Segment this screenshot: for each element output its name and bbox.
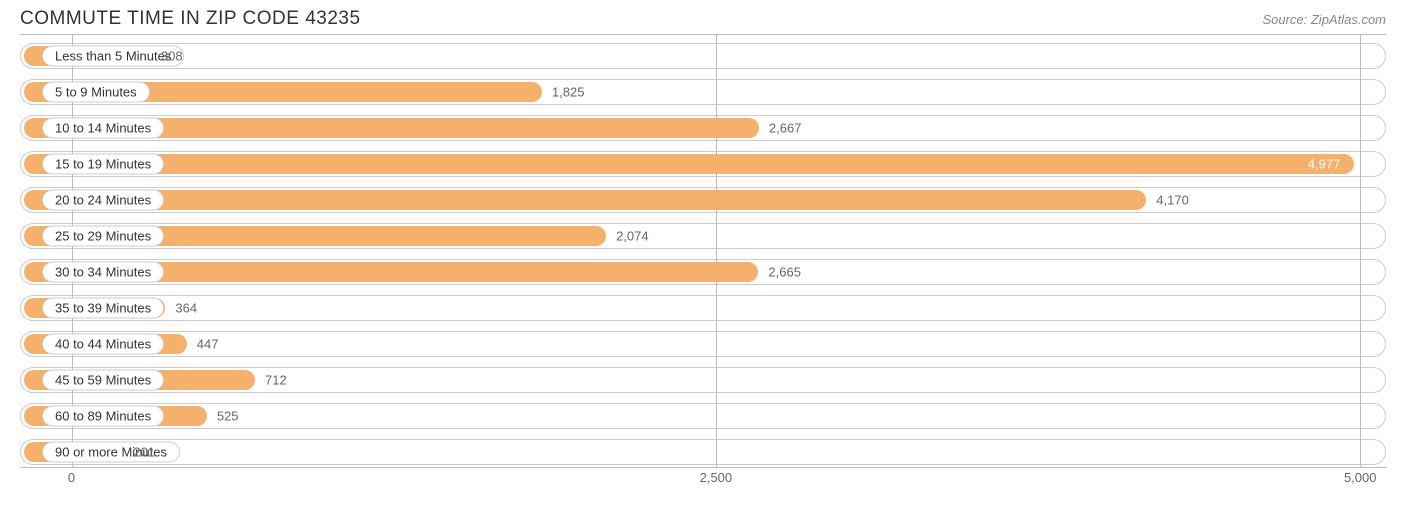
bar-value-label: 2,074 — [616, 229, 649, 244]
bar-row: 10 to 14 Minutes 2,667 — [20, 113, 1386, 143]
bar-row: 90 or more Minutes201 — [20, 437, 1386, 467]
bars-container: Less than 5 Minutes308 5 to 9 Minutes 1,82… — [20, 35, 1386, 467]
bar-value-label: 2,665 — [768, 265, 801, 280]
bar-row: Less than 5 Minutes308 — [20, 41, 1386, 71]
bar-category-label: 15 to 19 Minutes — [42, 154, 164, 175]
gridline — [716, 35, 717, 467]
bar-track — [20, 439, 1386, 465]
bar-track — [20, 331, 1386, 357]
bar-value-label: 308 — [161, 49, 183, 64]
bar-category-label: 10 to 14 Minutes — [42, 118, 164, 139]
chart-title: COMMUTE TIME IN ZIP CODE 43235 — [20, 8, 361, 30]
bar-row: 15 to 19 Minutes 4,977 — [20, 149, 1386, 179]
x-axis: 0 2,500 5,000 — [20, 467, 1386, 485]
bar-value-label: 525 — [217, 409, 239, 424]
bar-fill — [24, 190, 1146, 210]
bar-category-label: 5 to 9 Minutes — [42, 82, 150, 103]
bar-value-label: 1,825 — [552, 85, 585, 100]
gridline — [1360, 35, 1361, 467]
axis-tick: 5,000 — [1344, 470, 1377, 485]
bar-category-label: 40 to 44 Minutes — [42, 334, 164, 355]
bar-category-label: 90 or more Minutes — [42, 442, 180, 463]
bar-row: 45 to 59 Minutes 712 — [20, 365, 1386, 395]
bar-row: 35 to 39 Minutes 364 — [20, 293, 1386, 323]
bar-value-label: 712 — [265, 373, 287, 388]
bar-row: 30 to 34 Minutes 2,665 — [20, 257, 1386, 287]
bar-row: 40 to 44 Minutes 447 — [20, 329, 1386, 359]
chart-area: Less than 5 Minutes308 5 to 9 Minutes 1,82… — [20, 34, 1386, 484]
bar-track — [20, 43, 1386, 69]
axis-tick: 0 — [68, 470, 75, 485]
bar-category-label: 30 to 34 Minutes — [42, 262, 164, 283]
bar-row: 5 to 9 Minutes 1,825 — [20, 77, 1386, 107]
bar-value-label: 364 — [175, 301, 197, 316]
bar-value-label: 447 — [197, 337, 219, 352]
bar-row: 20 to 24 Minutes 4,170 — [20, 185, 1386, 215]
bar-track — [20, 295, 1386, 321]
bar-row: 60 to 89 Minutes 525 — [20, 401, 1386, 431]
bar-value-label: 4,977 — [1308, 157, 1341, 172]
bar-category-label: 60 to 89 Minutes — [42, 406, 164, 427]
bar-value-label: 4,170 — [1156, 193, 1189, 208]
bar-value-label: 2,667 — [769, 121, 802, 136]
bar-category-label: 45 to 59 Minutes — [42, 370, 164, 391]
bar-fill — [24, 154, 1354, 174]
bar-category-label: 20 to 24 Minutes — [42, 190, 164, 211]
axis-tick: 2,500 — [700, 470, 733, 485]
chart-source: Source: ZipAtlas.com — [1262, 12, 1386, 27]
bar-row: 25 to 29 Minutes 2,074 — [20, 221, 1386, 251]
bar-category-label: 35 to 39 Minutes — [42, 298, 164, 319]
bar-value-label: 201 — [133, 445, 155, 460]
bar-category-label: 25 to 29 Minutes — [42, 226, 164, 247]
